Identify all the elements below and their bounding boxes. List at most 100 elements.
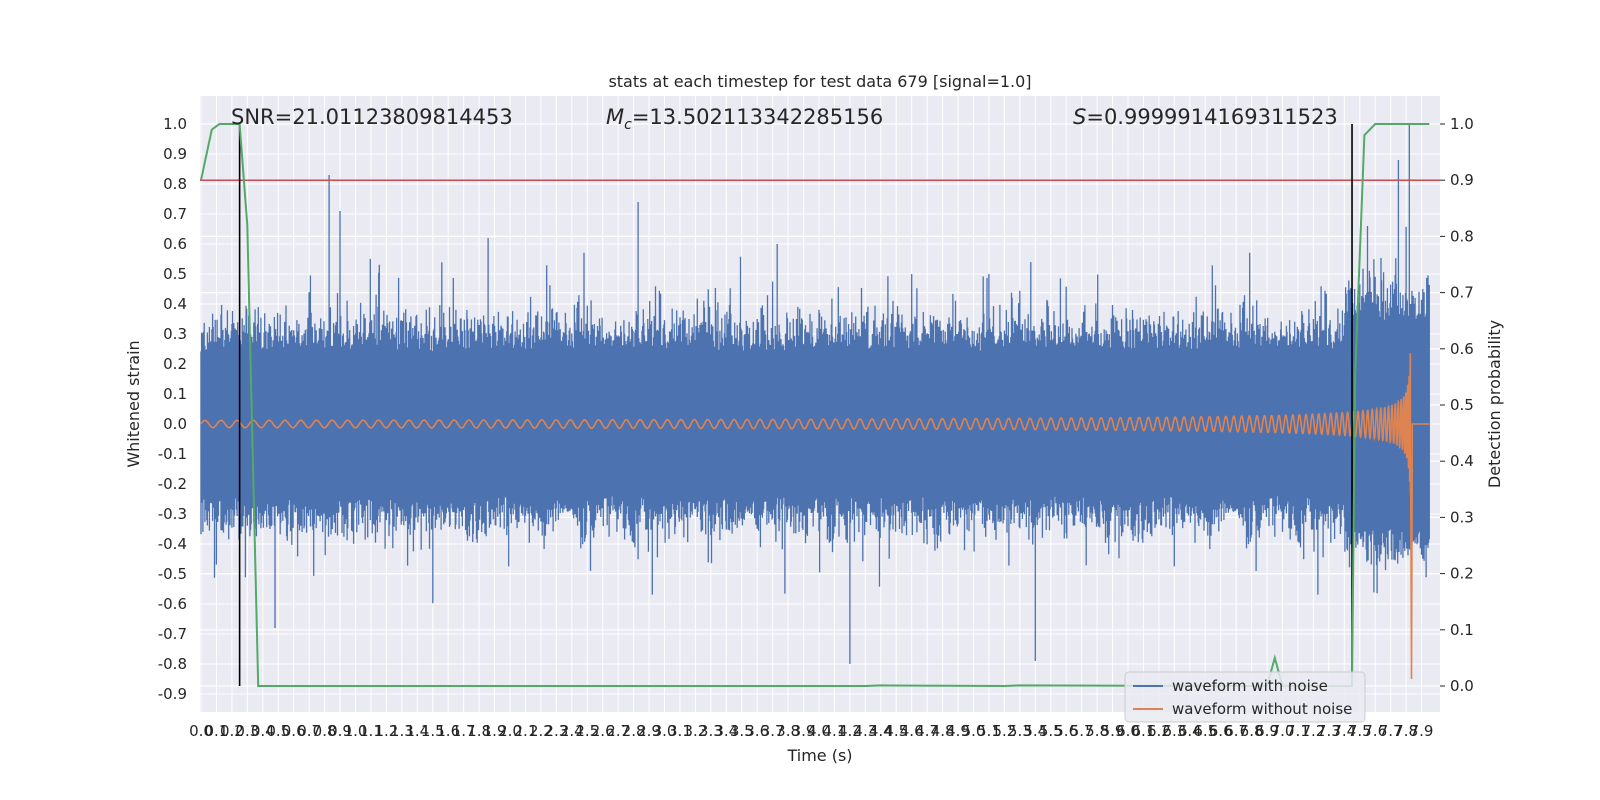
x-tick-label: 7.3 — [1317, 722, 1341, 740]
right-tick-label: 0.5 — [1450, 396, 1474, 414]
chart-title: stats at each timestep for test data 679… — [608, 72, 1031, 91]
x-tick-label: 2.1 — [514, 722, 538, 740]
x-tick-label: 6.6 — [1209, 722, 1233, 740]
legend-label-clean: waveform without noise — [1172, 700, 1352, 718]
y-tick-label: 0.7 — [163, 205, 187, 223]
x-tick-label: 5.3 — [1008, 722, 1032, 740]
x-tick-label: 2.3 — [544, 722, 568, 740]
series-waveform-with-noise — [200, 124, 1430, 664]
x-tick-label: 3.2 — [683, 722, 707, 740]
x-tick-label: 0.1 — [205, 722, 229, 740]
chirp-mass-value: =13.502113342285156 — [632, 105, 883, 129]
right-tick-label: 0.7 — [1450, 284, 1474, 302]
x-tick-label: 7.6 — [1363, 722, 1387, 740]
x-tick-label: 1.2 — [374, 722, 398, 740]
x-tick-label: 1.4 — [405, 722, 429, 740]
significance-symbol: S — [1073, 105, 1086, 129]
x-tick-label: 3.7 — [761, 722, 785, 740]
x-tick-label: 0.6 — [282, 722, 306, 740]
x-tick-label: 4.7 — [915, 722, 939, 740]
x-tick-label: 5.2 — [992, 722, 1016, 740]
x-tick-label: 4.0 — [807, 722, 831, 740]
x-tick-label: 3.1 — [668, 722, 692, 740]
x-tick-label: 3.8 — [776, 722, 800, 740]
x-tick-label: 0.5 — [266, 722, 290, 740]
x-tick-label: 4.4 — [869, 722, 893, 740]
detection-probability-line — [200, 123, 1430, 688]
y-tick-label: -0.5 — [158, 565, 187, 583]
y-tick-label: -0.9 — [158, 685, 187, 703]
y-tick-label: 0.3 — [163, 325, 187, 343]
x-tick-label: 7.4 — [1332, 722, 1356, 740]
x-axis-ticks: 0.00.10.20.30.40.50.60.70.80.91.01.11.21… — [189, 722, 1433, 740]
series-waveform-without-noise — [200, 353, 1430, 680]
x-tick-label: 0.4 — [251, 722, 275, 740]
y-tick-label: 0.0 — [163, 415, 187, 433]
x-tick-label: 1.0 — [344, 722, 368, 740]
x-tick-label: 6.1 — [1132, 722, 1156, 740]
plot-area — [200, 123, 1440, 688]
right-tick-label: 0.4 — [1450, 452, 1474, 470]
y-tick-label: 0.5 — [163, 265, 187, 283]
x-tick-label: 1.1 — [359, 722, 383, 740]
x-tick-label: 6.2 — [1147, 722, 1171, 740]
x-tick-label: 3.5 — [730, 722, 754, 740]
right-tick-label: 0.9 — [1450, 171, 1474, 189]
x-tick-label: 6.9 — [1255, 722, 1279, 740]
significance-annotation: S=0.9999914169311523 — [1073, 105, 1338, 129]
x-tick-label: 2.2 — [529, 722, 553, 740]
y-tick-label: -0.7 — [158, 625, 187, 643]
right-tick-label: 0.0 — [1450, 677, 1474, 695]
y-tick-label: -0.1 — [158, 445, 187, 463]
y-tick-label: -0.8 — [158, 655, 187, 673]
x-tick-label: 7.5 — [1348, 722, 1372, 740]
x-tick-label: 0.3 — [235, 722, 259, 740]
x-tick-label: 2.8 — [622, 722, 646, 740]
x-tick-label: 3.9 — [792, 722, 816, 740]
x-tick-label: 0.2 — [220, 722, 244, 740]
x-tick-label: 1.7 — [452, 722, 476, 740]
x-tick-label: 0.0 — [189, 722, 213, 740]
right-axis-ticks: 1.0 0.9 0.8 0.7 0.6 0.5 0.4 0.3 0.2 0.1 0.0 — [1440, 115, 1474, 695]
x-tick-label: 2.5 — [575, 722, 599, 740]
legend: waveform with noise waveform without noi… — [1124, 671, 1366, 723]
right-axis-label: Detection probability — [1485, 320, 1504, 488]
x-tick-label: 7.9 — [1410, 722, 1434, 740]
x-tick-label: 6.5 — [1193, 722, 1217, 740]
y-axis-ticks: 1.0 0.9 0.8 0.7 0.6 0.5 0.4 0.3 0.2 0.1 0.0 -0.1 -0.… — [158, 115, 187, 703]
x-tick-label: 3.4 — [714, 722, 738, 740]
x-tick-label: 5.4 — [1023, 722, 1047, 740]
right-tick-label: 0.8 — [1450, 227, 1474, 245]
y-tick-label: 0.8 — [163, 175, 187, 193]
x-tick-label: 1.9 — [483, 722, 507, 740]
significance-value: =0.9999914169311523 — [1086, 105, 1337, 129]
x-tick-label: 4.2 — [838, 722, 862, 740]
y-tick-label: 0.9 — [163, 145, 187, 163]
clean-waveform-trace — [200, 353, 1430, 680]
right-tick-label: 0.1 — [1450, 621, 1474, 639]
snr-annotation: SNR=21.01123809814453 — [231, 105, 513, 129]
x-tick-label: 5.5 — [1039, 722, 1063, 740]
x-tick-label: 1.6 — [436, 722, 460, 740]
x-tick-label: 1.8 — [467, 722, 491, 740]
y-tick-label: -0.3 — [158, 505, 187, 523]
y-tick-label: -0.6 — [158, 595, 187, 613]
right-tick-label: 0.2 — [1450, 565, 1474, 583]
right-tick-label: 1.0 — [1450, 115, 1474, 133]
x-tick-label: 6.4 — [1178, 722, 1202, 740]
x-tick-label: 0.8 — [313, 722, 337, 740]
x-tick-label: 5.7 — [1070, 722, 1094, 740]
noise-waveform-trace — [200, 124, 1430, 664]
y-tick-label: 0.6 — [163, 235, 187, 253]
x-tick-label: 5.1 — [977, 722, 1001, 740]
x-tick-label: 5.0 — [962, 722, 986, 740]
x-tick-label: 2.7 — [606, 722, 630, 740]
x-tick-label: 7.1 — [1286, 722, 1310, 740]
detection-probability — [200, 123, 1430, 688]
x-tick-label: 7.2 — [1301, 722, 1325, 740]
y-tick-label: -0.2 — [158, 475, 187, 493]
x-tick-label: 6.7 — [1224, 722, 1248, 740]
x-tick-label: 5.6 — [1054, 722, 1078, 740]
x-tick-label: 5.8 — [1085, 722, 1109, 740]
x-tick-label: 7.0 — [1271, 722, 1295, 740]
